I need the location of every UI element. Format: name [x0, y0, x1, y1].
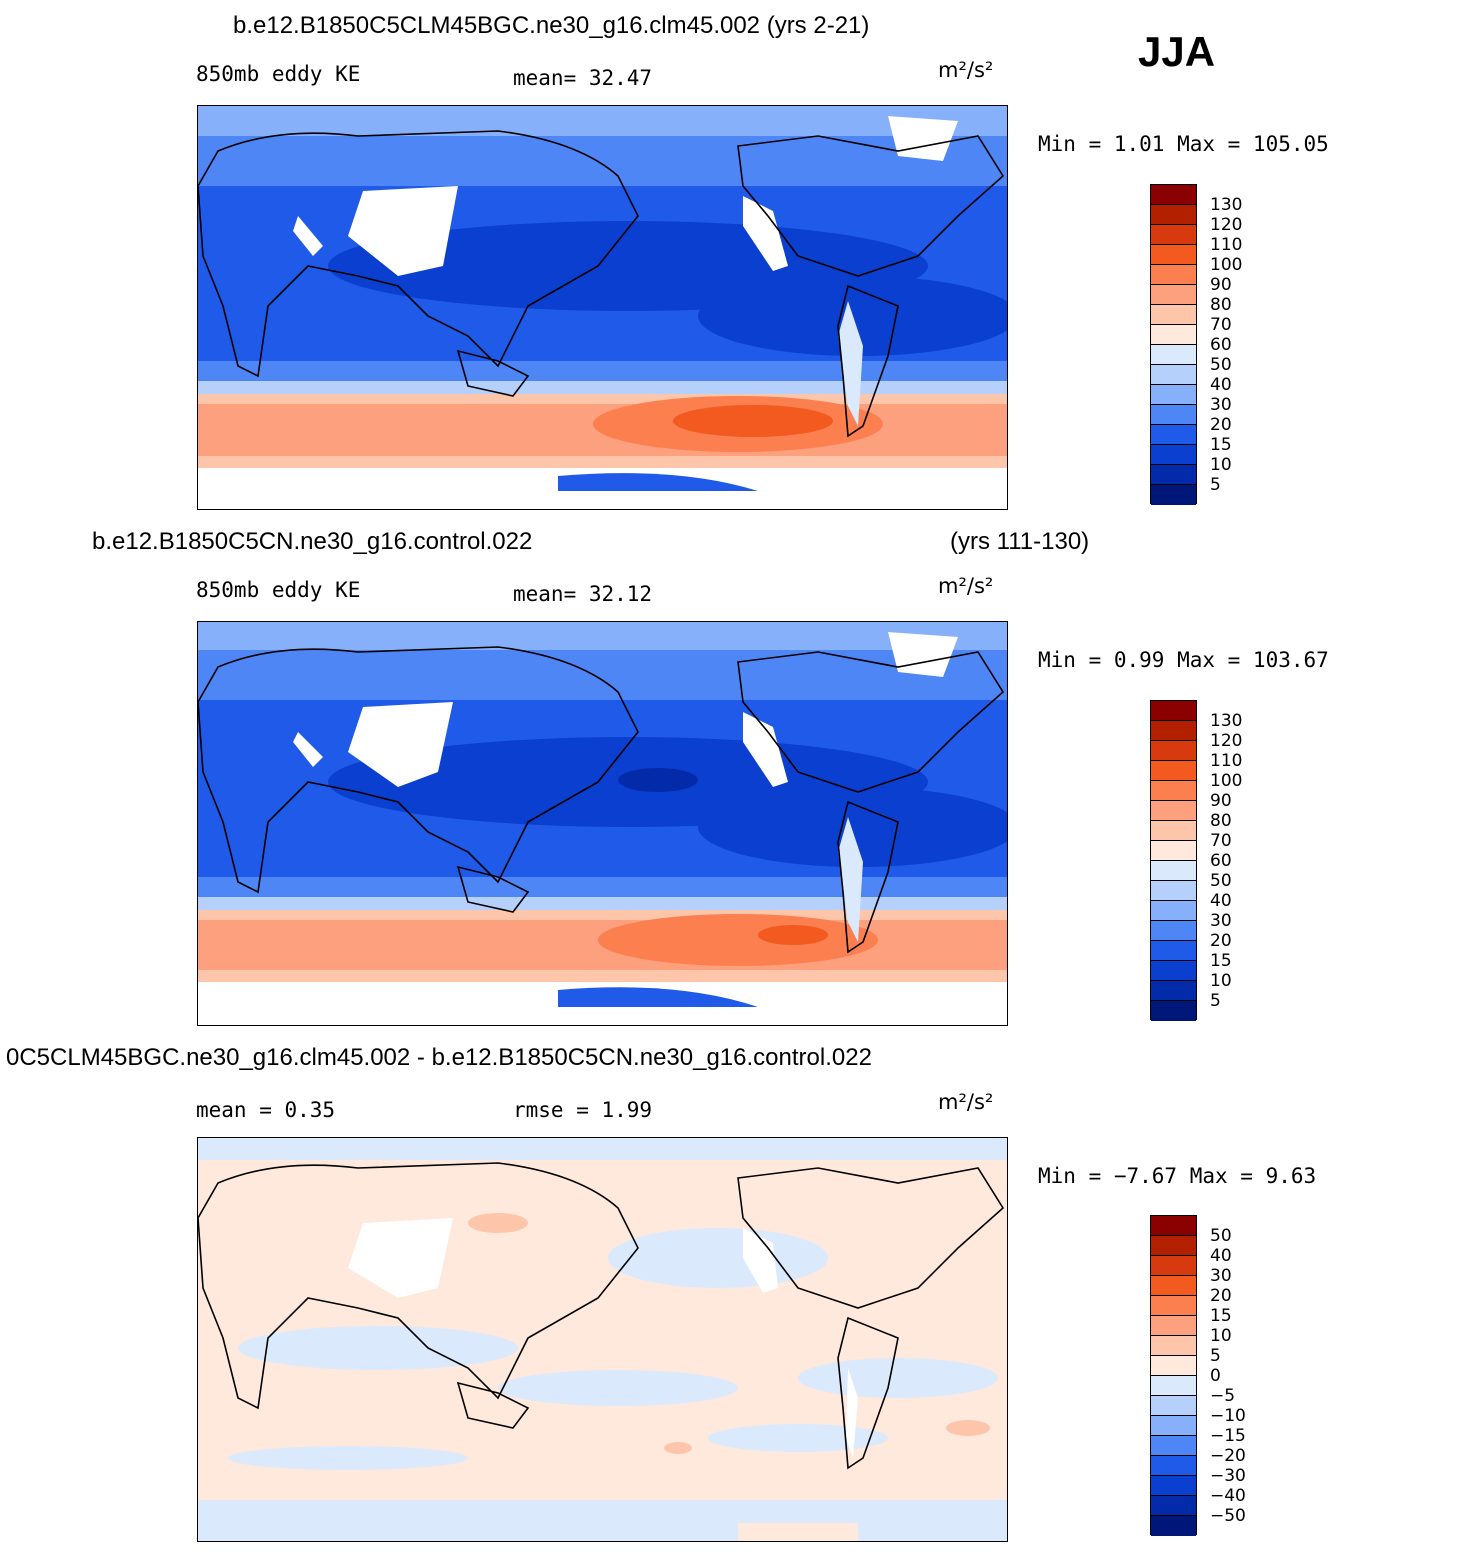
panel-3-map-field [198, 1138, 1007, 1541]
panel-2-title-years: (yrs 111-130) [950, 528, 1090, 555]
panel-3-units: m²/s² [938, 1090, 994, 1114]
panel-1-colorbar [1150, 184, 1197, 505]
panel-1-left-label: 850mb eddy KE [196, 62, 361, 86]
panel-3-mean-label: mean = 0.35 [196, 1098, 336, 1122]
season-label: JJA [1138, 28, 1216, 75]
panel-2-center-label: mean= 32.12 [513, 582, 653, 606]
panel-2-colorbar [1150, 700, 1197, 1021]
panel-2-map-field [198, 622, 1007, 1025]
panel-3-minmax: Min = −7.67 Max = 9.63 [1038, 1164, 1317, 1188]
panel-2-colorbar-labels: 130 120 110 100 90 80 70 60 50 40 30 20 15 10 5 [1210, 711, 1243, 1011]
panel-3-rmse-label: rmse = 1.99 [513, 1098, 653, 1122]
panel-2-title: b.e12.B1850C5CN.ne30_g16.control.022 [92, 528, 533, 555]
panel-2-map [197, 621, 1008, 1026]
panel-3-map [197, 1137, 1008, 1542]
panel-1-minmax: Min = 1.01 Max = 105.05 [1038, 132, 1329, 156]
panel-1-center-label: mean= 32.47 [513, 66, 653, 90]
panel-1-units: m²/s² [938, 58, 994, 82]
panel-1-map-field [198, 106, 1007, 509]
panel-3-title: 0C5CLM45BGC.ne30_g16.clm45.002 - b.e12.B… [6, 1044, 872, 1071]
panel-3-colorbar [1150, 1215, 1197, 1536]
panel-1-colorbar-labels: 130 120 110 100 90 80 70 60 50 40 30 20 15 10 5 [1210, 195, 1243, 495]
panel-2-left-label: 850mb eddy KE [196, 578, 361, 602]
panel-2-units: m²/s² [938, 574, 994, 598]
panel-2-minmax: Min = 0.99 Max = 103.67 [1038, 648, 1329, 672]
panel-1-map [197, 105, 1008, 510]
panel-1-title: b.e12.B1850C5CLM45BGC.ne30_g16.clm45.002… [233, 12, 870, 39]
